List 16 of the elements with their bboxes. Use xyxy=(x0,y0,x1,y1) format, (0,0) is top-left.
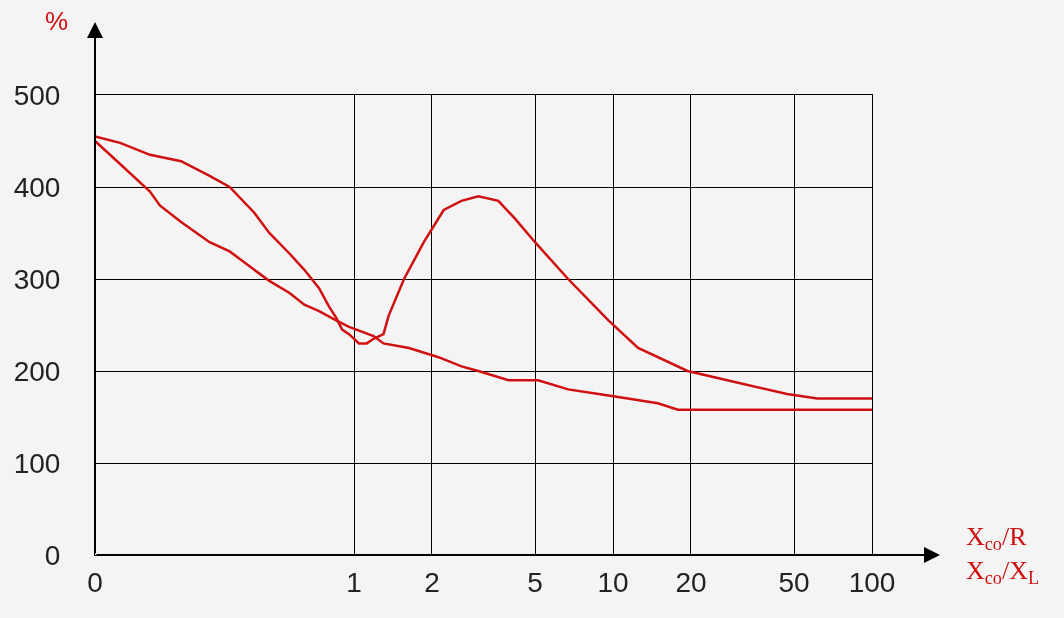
x-tick-label: 5 xyxy=(527,566,543,598)
x-tick-label: 1 xyxy=(346,566,362,598)
y-tick-label: 300 xyxy=(13,263,61,295)
x-tick-label: 50 xyxy=(778,566,810,598)
y-tick-label: 500 xyxy=(13,79,61,111)
x-tick-label: 10 xyxy=(597,566,629,598)
y-tick-label: 100 xyxy=(13,447,61,479)
x-tick-label: 0 xyxy=(87,566,103,598)
x-axis-title: X$_{co}$/R X$_{co}$/X$_{L}$ xyxy=(966,522,1040,589)
y-tick-label: 0 xyxy=(44,539,61,571)
y-tick-label: 200 xyxy=(13,355,61,387)
x-tick-label: 100 xyxy=(848,566,896,598)
x-tick-label: 2 xyxy=(424,566,440,598)
y-tick-label: 400 xyxy=(13,171,61,203)
x-tick-label: 20 xyxy=(675,566,707,598)
y-axis-title: % xyxy=(45,6,69,36)
